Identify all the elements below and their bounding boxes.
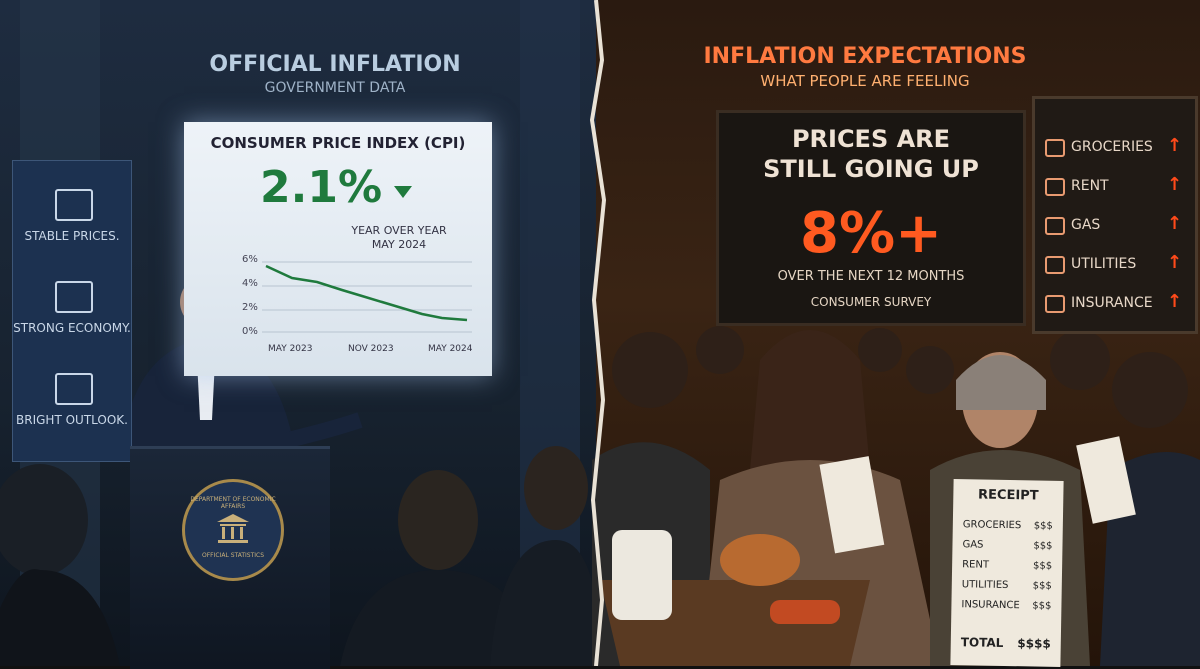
banner-icon xyxy=(55,281,93,313)
up-arrow: ↑ xyxy=(1167,291,1183,312)
seal: DEPARTMENT OF ECONOMIC AFFAIRS OFFICIAL … xyxy=(182,479,284,581)
list-icon xyxy=(1045,139,1065,157)
seal-icon xyxy=(217,514,249,543)
y-label: 6% xyxy=(242,254,258,265)
x-label: MAY 2024 xyxy=(428,344,473,354)
list-item: UTILITIES xyxy=(1071,256,1137,272)
receipt-amount: $$$ xyxy=(1032,600,1052,612)
podium: DEPARTMENT OF ECONOMIC AFFAIRS OFFICIAL … xyxy=(130,446,330,669)
banner-item: STABLE PRICES. xyxy=(24,229,120,243)
screen-caption: YEAR OVER YEAR xyxy=(351,224,447,237)
list-item: GAS xyxy=(1071,217,1101,233)
seal-bottom: OFFICIAL STATISTICS xyxy=(201,552,265,559)
y-label: 4% xyxy=(242,278,258,289)
list-icon xyxy=(1045,295,1065,313)
receipt-amount: $$$ xyxy=(1032,580,1052,592)
list-item: INSURANCE xyxy=(1071,295,1153,311)
receipt-total: TOTAL xyxy=(960,635,1004,650)
board-line: PRICES ARE xyxy=(791,125,951,153)
y-label: 2% xyxy=(242,302,258,313)
subtitle: WHAT PEOPLE ARE FEELING xyxy=(760,72,970,90)
receipt-amount: $$$ xyxy=(1032,560,1053,572)
receipt-item: UTILITIES xyxy=(961,579,1009,592)
receipt-amount: $$$ xyxy=(1033,520,1053,532)
banner-icon xyxy=(55,373,93,405)
cpi-value: 2.1% xyxy=(260,162,383,213)
banner-icon xyxy=(55,189,93,221)
screen-heading: CONSUMER PRICE INDEX (CPI) xyxy=(210,134,466,152)
y-label: 0% xyxy=(242,326,258,337)
banner-item: STRONG ECONOMY. xyxy=(13,321,131,335)
list-icon xyxy=(1045,217,1065,235)
board-source: CONSUMER SURVEY xyxy=(810,295,932,309)
receipt-total-amount: $$$$ xyxy=(1017,636,1051,651)
expectation-value: 8%+ xyxy=(800,201,942,266)
up-arrow: ↑ xyxy=(1167,252,1183,273)
up-arrow: ↑ xyxy=(1167,174,1183,195)
receipt-title: RECEIPT xyxy=(977,487,1039,504)
trend-line xyxy=(262,261,472,333)
banner: STABLE PRICES. STRONG ECONOMY. BRIGHT OUTL… xyxy=(12,160,132,462)
receipt-item: RENT xyxy=(962,559,990,571)
list-item: GROCERIES xyxy=(1071,139,1153,155)
price-list: GROCERIES ↑ RENT ↑ GAS ↑ UTILITIES ↑ INSURANCE ↑ xyxy=(1032,96,1198,334)
x-label: NOV 2023 xyxy=(348,344,394,354)
receipt-item: GAS xyxy=(962,539,984,551)
survey-board: PRICES ARE STILL GOING UP 8%+ OVER THE N… xyxy=(716,110,1026,326)
receipt-item: INSURANCE xyxy=(961,599,1020,612)
list-icon xyxy=(1045,178,1065,196)
seal-top: DEPARTMENT OF ECONOMIC AFFAIRS xyxy=(190,496,276,510)
down-arrow xyxy=(394,186,412,198)
subtitle: GOVERNMENT DATA xyxy=(264,80,406,96)
board-line: STILL GOING UP xyxy=(763,155,979,183)
banner-item: BRIGHT OUTLOOK. xyxy=(16,413,128,427)
receipt: RECEIPT GROCERIES $$$ GAS $$$ RENT $$$ UTILITI… xyxy=(950,479,1064,667)
up-arrow: ↑ xyxy=(1167,135,1183,156)
list-item: RENT xyxy=(1071,178,1109,194)
receipt-item: GROCERIES xyxy=(962,519,1022,532)
receipt-amount: $$$ xyxy=(1033,540,1053,552)
title: OFFICIAL INFLATION xyxy=(209,52,461,77)
screen-date: MAY 2024 xyxy=(371,238,427,251)
list-icon xyxy=(1045,256,1065,274)
board-caption: OVER THE NEXT 12 MONTHS xyxy=(777,269,965,284)
x-label: MAY 2023 xyxy=(268,344,313,354)
title: INFLATION EXPECTATIONS xyxy=(703,44,1027,69)
up-arrow: ↑ xyxy=(1167,213,1183,234)
cpi-screen: CONSUMER PRICE INDEX (CPI) 2.1% YEAR OVE… xyxy=(184,122,492,376)
